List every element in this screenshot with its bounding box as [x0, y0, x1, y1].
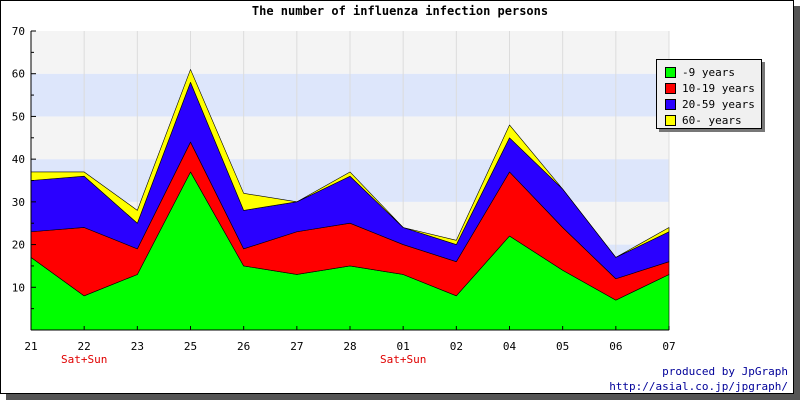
- legend-swatch: [665, 82, 676, 94]
- x-tick-label: 06: [609, 340, 622, 353]
- x-tick-label: 22: [78, 340, 91, 353]
- legend-item: 20-59 years: [665, 97, 755, 111]
- area-series-4: [30, 69, 670, 258]
- x-tick-label: 28: [343, 340, 356, 353]
- legend-label: 20-59 years: [682, 97, 755, 111]
- x-tick-label: 01: [397, 340, 410, 353]
- y-tick-label: 30: [12, 196, 25, 209]
- x-tick-label: 02: [450, 340, 463, 353]
- x-tick-label: 23: [131, 340, 144, 353]
- y-tick-label: 70: [12, 25, 25, 38]
- credit-link[interactable]: http://asial.co.jp/jpgraph/: [609, 380, 788, 393]
- chart-title: The number of influenza infection person…: [251, 4, 549, 18]
- y-tick-label: 40: [12, 153, 25, 166]
- legend-label: 60- years: [682, 113, 742, 127]
- x-tick-label: 05: [556, 340, 569, 353]
- y-tick-label: 50: [12, 110, 25, 123]
- x-tick-label: 21: [24, 340, 37, 353]
- legend-item: -9 years: [665, 65, 735, 79]
- legend-item: 60- years: [665, 113, 742, 127]
- legend-swatch: [665, 98, 676, 110]
- x-tick-label: 04: [503, 340, 517, 353]
- x-tick-label: 25: [184, 340, 197, 353]
- y-tick-label: 10: [12, 281, 25, 294]
- weekend-note: Sat+Sun: [380, 353, 426, 366]
- x-tick-label: 07: [662, 340, 675, 353]
- legend-label: 10-19 years: [682, 81, 755, 95]
- legend-swatch: [665, 66, 676, 78]
- credit-producer: produced by JpGraph: [662, 365, 788, 378]
- legend-swatch: [665, 114, 676, 126]
- legend-label: -9 years: [682, 65, 735, 79]
- x-tick-label: 26: [237, 340, 250, 353]
- weekend-note: Sat+Sun: [61, 353, 107, 366]
- y-tick-label: 20: [12, 239, 25, 252]
- chart-legend: -9 years 10-19 years 20-59 years 60- yea…: [656, 59, 762, 129]
- y-tick-label: 60: [12, 68, 25, 81]
- x-tick-label: 27: [290, 340, 303, 353]
- legend-item: 10-19 years: [665, 81, 755, 95]
